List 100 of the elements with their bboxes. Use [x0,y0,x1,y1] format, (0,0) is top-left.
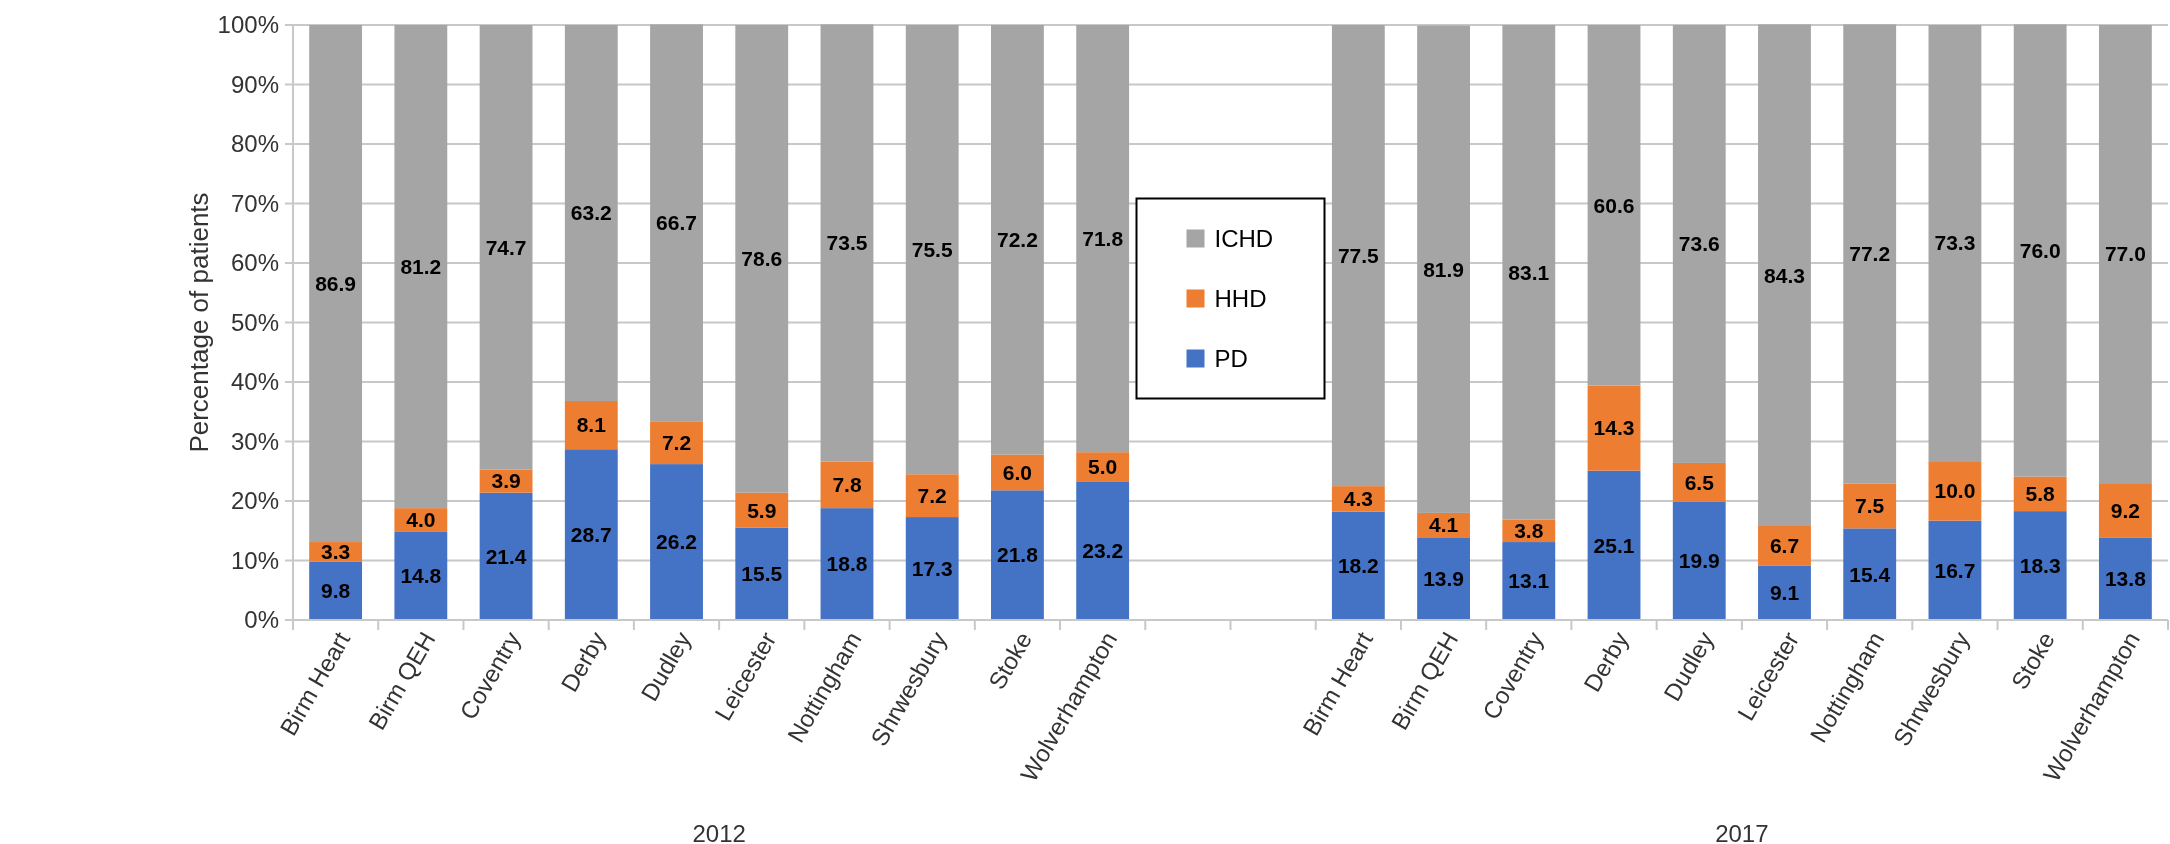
data-label: 17.3 [911,556,953,580]
data-label: 23.2 [1082,539,1124,563]
bar [564,25,618,402]
data-label: 8.1 [576,413,607,437]
bar [650,464,703,620]
data-label: 81.9 [1423,257,1465,281]
bar [905,517,959,620]
bar [1587,470,1641,620]
y-tick-label: 10% [230,546,279,574]
data-label: 4.3 [1343,487,1373,511]
data-label: 3.3 [321,540,351,564]
data-label: 6.0 [1002,460,1033,484]
y-tick-label: 30% [230,427,279,455]
bar [1331,25,1385,487]
y-tick-label: 50% [230,308,279,336]
bar [479,25,533,470]
data-label: 19.9 [1678,549,1720,573]
bar [650,421,703,465]
data-label: 6.7 [1769,534,1800,558]
data-label: 21.4 [485,544,527,568]
data-label: 7.5 [1855,494,1885,518]
bar [1843,528,1897,620]
data-label: 28.7 [570,522,612,546]
bar [1758,525,1811,566]
bar [1587,385,1641,471]
data-label: 72.2 [996,228,1038,252]
data-label: 84.3 [1764,263,1805,287]
bar [820,508,874,620]
legend-label: ICHD [1214,224,1274,252]
data-label: 81.2 [400,254,442,278]
data-label: 13.8 [2104,567,2147,591]
data-label: 25.1 [1593,533,1635,557]
data-label: 77.2 [1849,242,1891,266]
y-axis-title: Percentage of patients [184,192,214,453]
bar [1502,542,1556,620]
data-label: 66.7 [656,211,697,235]
bar [1076,481,1130,620]
bar [394,25,448,509]
data-label: 78.6 [741,247,783,271]
bar [735,25,789,493]
bar [1672,25,1726,463]
data-label: 74.7 [485,235,527,259]
data-label: 86.9 [315,271,357,295]
data-label: 15.5 [741,562,783,586]
data-label: 18.2 [1337,554,1379,578]
data-label: 9.1 [1769,581,1800,605]
data-label: 7.2 [917,483,947,507]
bar [1502,25,1556,520]
legend-label: HHD [1214,284,1267,312]
data-label: 21.8 [996,543,1039,567]
data-label: 5.0 [1088,455,1118,479]
data-label: 73.5 [826,231,868,255]
bar [1672,501,1726,620]
data-label: 71.8 [1082,226,1124,250]
bar [1417,537,1470,620]
bar [309,25,363,543]
data-label: 9.2 [2110,498,2140,522]
y-tick-label: 90% [230,70,279,98]
bar [1843,483,1897,529]
data-label: 6.5 [1684,470,1715,494]
data-label: 9.8 [321,579,351,603]
y-tick-label: 40% [230,368,279,396]
bar [991,490,1044,620]
bar [1587,25,1641,386]
bar [394,531,448,620]
bar [1758,24,1811,526]
data-label: 83.1 [1508,260,1550,284]
bar [1843,24,1897,484]
bar [1417,25,1470,513]
bar [2098,537,2152,620]
bar [309,561,363,620]
data-label: 77.5 [1337,243,1380,267]
bar [905,474,959,518]
data-label: 5.8 [2025,482,2056,506]
bar [479,492,533,620]
data-label: 14.8 [400,564,442,588]
legend-label: PD [1214,344,1248,372]
data-label: 73.6 [1678,232,1720,256]
data-label: 60.6 [1593,193,1635,217]
y-tick-label: 70% [230,189,279,217]
data-label: 5.9 [747,498,777,522]
bar [2098,483,2152,538]
data-label: 73.3 [1934,231,1976,255]
data-label: 63.2 [570,201,612,225]
data-label: 13.1 [1508,569,1550,593]
bar [2013,24,2067,477]
bar [564,449,618,620]
data-label: 10.0 [1934,479,1976,503]
bar [2098,25,2152,484]
data-label: 18.3 [2019,553,2061,577]
bar [1076,25,1130,453]
data-label: 13.9 [1423,567,1465,590]
y-tick-label: 60% [230,249,279,277]
data-label: 7.2 [661,431,692,455]
data-label: 76.0 [2019,238,2061,262]
data-label: 18.8 [826,552,868,576]
bar [1758,565,1811,620]
bar [1331,511,1385,620]
data-label: 3.9 [491,469,521,493]
bar [1928,520,1982,620]
